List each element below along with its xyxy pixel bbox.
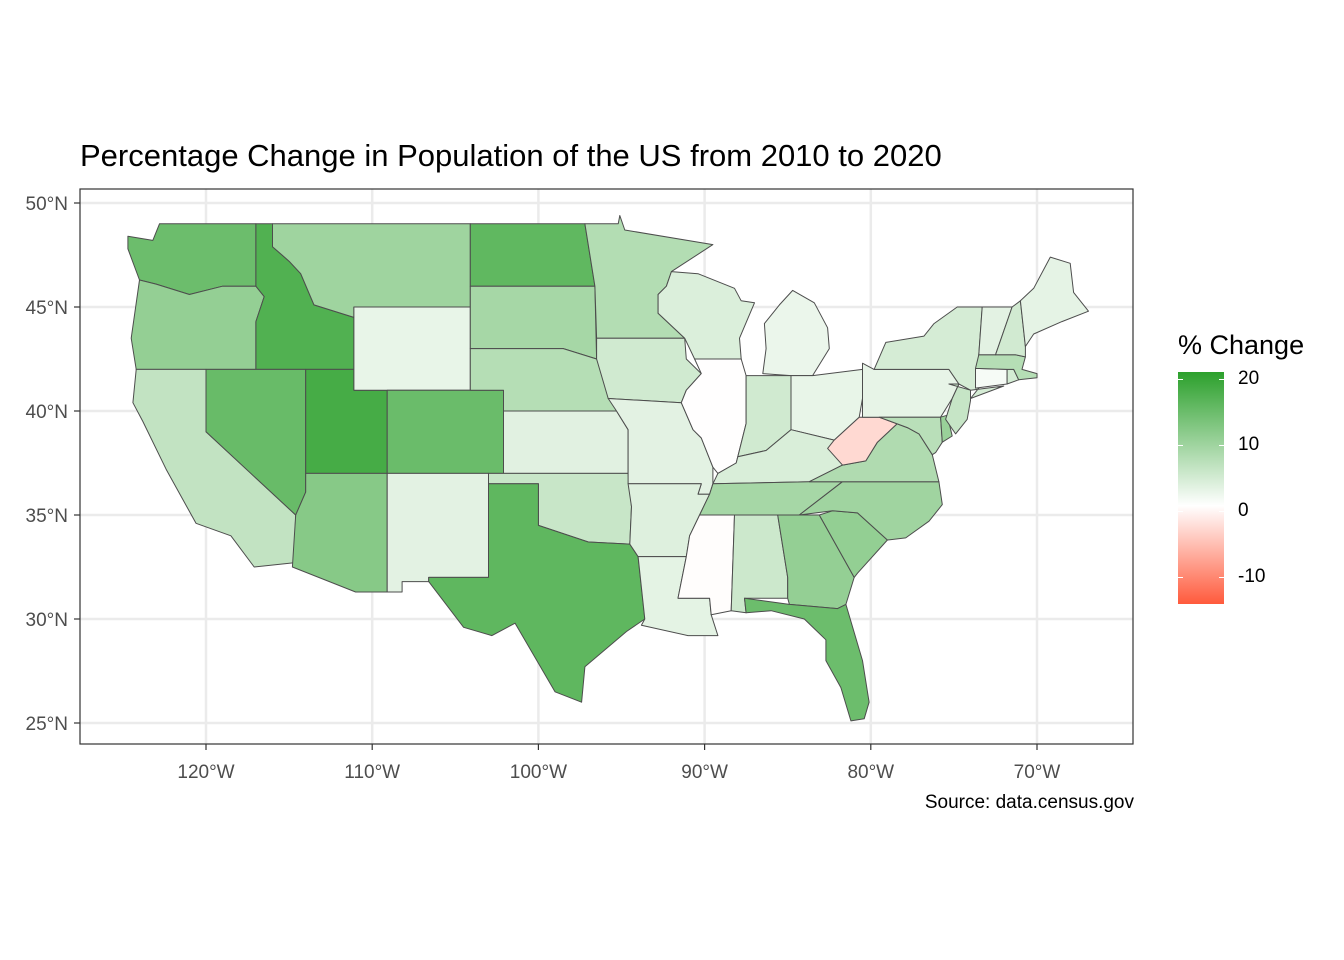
legend-tick-mark (1219, 378, 1224, 380)
panel-border (79, 188, 1134, 745)
legend-tick-label: 20 (1238, 367, 1260, 389)
state-new-jersey (945, 383, 971, 435)
state-kansas (503, 410, 629, 474)
state-pennsylvania (862, 362, 960, 418)
y-tick-label: 30°N (26, 610, 68, 631)
x-tick-label: 120°W (177, 762, 234, 783)
x-tick-label: 100°W (510, 762, 567, 783)
state-north-dakota (469, 223, 596, 287)
legend-tick-mark (1178, 444, 1183, 446)
state-new-mexico (386, 472, 489, 593)
legend-tick-mark (1178, 577, 1183, 579)
state-michigan (762, 289, 830, 377)
x-tick-label: 80°W (847, 762, 894, 783)
y-tick-label: 45°N (26, 298, 68, 319)
y-tick-label: 35°N (26, 506, 68, 527)
legend-tick-label: 0 (1238, 500, 1249, 522)
x-tick-label: 90°W (681, 762, 728, 783)
legend-tick-mark (1219, 511, 1224, 513)
x-axis: 120°W 110°W 100°W 90°W 80°W 70°W (177, 744, 1060, 783)
state-florida (744, 597, 870, 722)
state-colorado (386, 389, 504, 474)
state-south-dakota (469, 285, 598, 360)
y-tick-label: 25°N (26, 714, 68, 735)
state-wyoming (353, 306, 471, 391)
state-maine (1019, 256, 1089, 347)
state-alabama (730, 514, 789, 614)
legend-tick-label: 10 (1238, 433, 1260, 455)
legend-title: % Change (1178, 330, 1305, 360)
legend-tick-mark (1178, 378, 1183, 380)
legend-tick-mark (1219, 577, 1224, 579)
legend-tick-label: -10 (1238, 566, 1266, 588)
chart-title: Percentage Change in Population of the U… (80, 138, 942, 173)
state-oregon (130, 279, 265, 370)
legend-tick-mark (1178, 511, 1183, 513)
state-connecticut (975, 367, 1008, 389)
state-texas (428, 483, 646, 703)
y-tick-label: 40°N (26, 402, 68, 423)
y-axis: 50°N 45°N 40°N 35°N 30°N 25°N (26, 194, 80, 735)
x-tick-label: 110°W (344, 762, 400, 783)
state-wisconsin (657, 271, 755, 360)
caption: Source: data.census.gov (924, 792, 1134, 813)
state-shapes (127, 215, 1089, 722)
state-delaware (940, 414, 953, 443)
legend-colorbar (1178, 372, 1224, 604)
y-tick-label: 50°N (26, 194, 68, 215)
x-tick-label: 70°W (1014, 762, 1061, 783)
legend-tick-mark (1219, 444, 1224, 446)
state-arizona (291, 472, 388, 593)
